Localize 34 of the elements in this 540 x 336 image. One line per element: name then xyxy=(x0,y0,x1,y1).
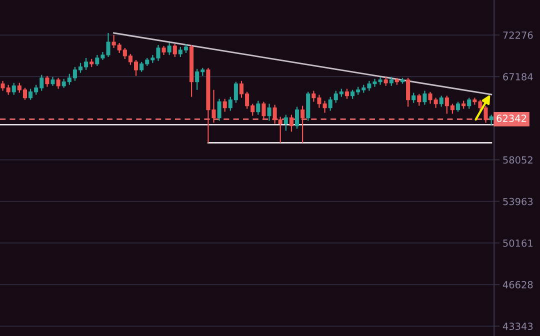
candlestick xyxy=(295,106,300,130)
candlestick xyxy=(12,82,16,96)
candlestick xyxy=(56,77,60,90)
candlestick xyxy=(417,93,422,106)
y-tick-label: 50161 xyxy=(503,239,532,247)
candlestick xyxy=(306,91,310,122)
candlestick xyxy=(456,101,460,112)
candlestick xyxy=(322,100,327,114)
candlestick xyxy=(467,97,472,110)
candlestick xyxy=(256,100,260,116)
candlestick xyxy=(262,101,266,120)
candlestick xyxy=(222,98,227,112)
candlestick xyxy=(300,105,305,144)
candlestick xyxy=(489,114,494,126)
candlestick xyxy=(172,43,177,58)
candlestick xyxy=(267,103,272,122)
candlestick xyxy=(45,75,50,88)
y-tick-label: 53963 xyxy=(503,198,533,206)
candlestick xyxy=(167,42,172,56)
candlestick xyxy=(412,92,416,104)
y-tick-label: 58052 xyxy=(503,156,532,164)
candlestick xyxy=(217,98,222,122)
candlestick xyxy=(422,90,427,106)
ref-line-label: 62342 xyxy=(496,114,526,122)
candlestick xyxy=(344,88,349,100)
candlestick xyxy=(406,77,410,108)
candlestick xyxy=(439,95,444,108)
candlestick xyxy=(284,114,288,132)
y-tick-label: 46628 xyxy=(502,281,533,288)
y-tick-label: 43343 xyxy=(502,322,533,330)
y-tick-label: 72276 xyxy=(503,31,533,39)
candlestick xyxy=(484,105,488,124)
candlestick xyxy=(289,114,294,132)
y-tick-label: 67184 xyxy=(503,73,533,80)
